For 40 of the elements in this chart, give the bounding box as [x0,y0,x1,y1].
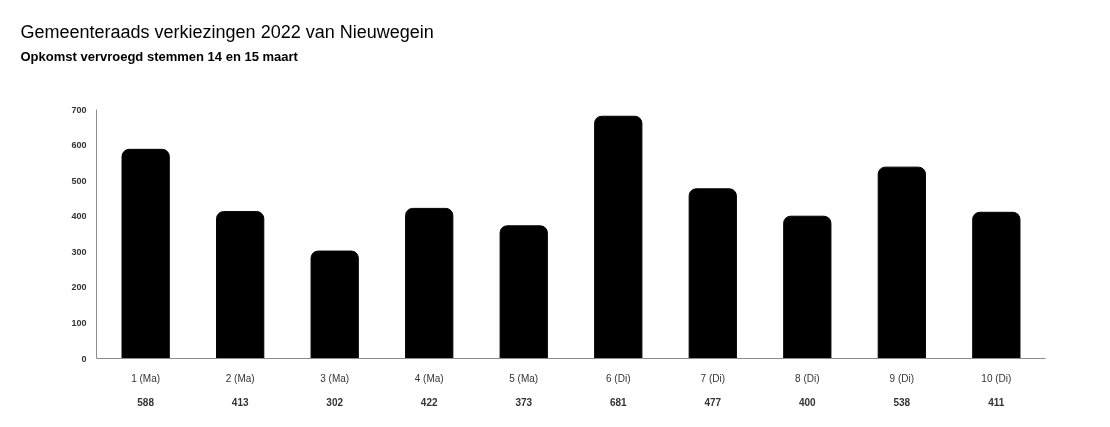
data-label: 588 [137,396,155,408]
bar [877,166,926,359]
x-tick-label: 6 (Di) [606,372,631,384]
y-tick-label: 100 [71,317,87,328]
x-tick-label: 10 (Di) [981,372,1012,384]
data-label: 422 [420,396,438,408]
data-label: 413 [231,396,249,408]
bar [310,250,359,359]
data-label: 400 [798,396,817,408]
x-tick-label: 1 (Ma) [131,372,161,384]
x-tick-label: 5 (Ma) [509,372,539,384]
x-tick-label: 2 (Ma) [225,372,255,384]
data-label: 411 [988,396,1005,408]
bar [688,188,737,359]
x-tick-label: 9 (Di) [889,372,915,384]
y-tick-label: 400 [71,211,87,222]
bar [499,225,548,359]
data-label: 681 [609,396,628,408]
bar [405,207,454,359]
y-tick-label: 200 [71,282,87,293]
data-label: 538 [893,396,911,408]
x-tick-label: 7 (Di) [700,372,726,384]
chart-title: Gemeenteraads verkiezingen 2022 van Nieuwegein [20,21,434,42]
bar [121,148,170,359]
bar [783,215,832,359]
y-tick-label: 300 [71,246,87,257]
bar [216,211,265,359]
data-label: 302 [326,396,344,408]
x-tick-label: 4 (Ma) [414,372,444,384]
x-tick-label: 3 (Ma) [320,372,350,384]
data-label: 373 [515,396,533,408]
data-label: 477 [704,396,722,408]
bar [594,115,643,359]
chart-subtitle: Opkomst vervroegd stemmen 14 en 15 maart [20,48,299,64]
y-tick-label: 700 [71,104,87,115]
y-tick-label: 600 [71,140,87,151]
x-tick-label: 8 (Di) [795,372,820,384]
y-tick-label: 0 [81,353,87,364]
y-tick-label: 500 [71,175,87,186]
bar [972,211,1021,359]
